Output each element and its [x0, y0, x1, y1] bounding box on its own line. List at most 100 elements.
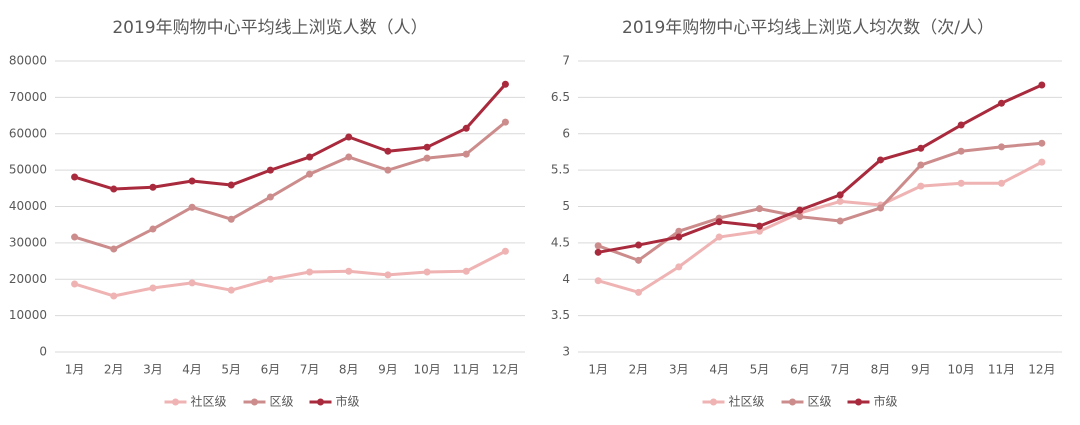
y-tick-label: 10000 [9, 308, 47, 322]
data-point [836, 191, 844, 199]
y-tick-label: 6 [562, 126, 570, 140]
data-point [227, 181, 235, 189]
series-line [74, 120, 507, 251]
data-point [715, 218, 723, 226]
data-point [110, 292, 118, 300]
x-tick-label: 6月 [261, 363, 281, 377]
data-point [836, 217, 844, 225]
data-point [188, 203, 196, 211]
x-tick-label: 2月 [629, 363, 649, 377]
data-point [836, 197, 844, 205]
data-point [71, 280, 79, 288]
legend-marker [172, 398, 179, 406]
y-tick-label: 3 [562, 345, 570, 359]
data-point [462, 124, 470, 132]
x-tick-label: 8月 [339, 363, 359, 377]
x-tick-label: 10月 [948, 363, 975, 377]
y-tick-label: 4 [562, 272, 570, 286]
x-tick-label: 10月 [413, 363, 440, 377]
data-point [188, 177, 196, 185]
legend-label: 区级 [808, 395, 832, 409]
chart-title: 2019年购物中心平均线上浏览人数（人） [112, 18, 427, 38]
legend-marker [855, 398, 862, 406]
data-point [266, 166, 274, 174]
data-point [345, 133, 353, 141]
data-point [998, 179, 1005, 187]
data-point [635, 256, 642, 264]
x-tick-label: 4月 [709, 363, 729, 377]
data-point [1038, 139, 1046, 147]
data-point [594, 248, 602, 256]
data-point [635, 241, 642, 249]
x-tick-label: 8月 [871, 363, 891, 377]
legend-label: 市级 [874, 394, 898, 409]
data-point [675, 233, 683, 241]
data-point [423, 143, 431, 151]
y-tick-label: 4.5 [551, 235, 570, 249]
y-tick-label: 20000 [9, 272, 47, 286]
data-point [149, 225, 157, 233]
x-tick-label: 7月 [300, 363, 320, 377]
data-point [423, 268, 431, 276]
data-point [345, 153, 353, 161]
y-tick-label: 7 [562, 54, 570, 68]
data-point [306, 153, 314, 161]
data-point [998, 143, 1005, 151]
data-point [796, 206, 804, 214]
x-tick-label: 5月 [221, 363, 241, 377]
data-point [594, 242, 602, 250]
data-point [149, 284, 157, 292]
x-tick-label: 11月 [988, 363, 1015, 377]
data-point [306, 268, 314, 276]
y-tick-label: 3.5 [551, 308, 570, 322]
data-point [345, 267, 353, 275]
y-tick-label: 30000 [9, 235, 47, 249]
x-tick-label: 12月 [1028, 363, 1055, 377]
data-point [266, 193, 274, 201]
series-line [597, 83, 1043, 254]
y-tick-label: 5.5 [551, 163, 570, 177]
y-tick-label: 70000 [9, 90, 47, 104]
data-point [675, 227, 683, 235]
x-tick-label: 1月 [65, 363, 85, 377]
data-point [877, 204, 884, 212]
data-point [917, 182, 925, 190]
data-point [715, 233, 723, 241]
x-tick-label: 12月 [492, 363, 519, 377]
data-point [756, 205, 763, 213]
x-tick-label: 9月 [378, 363, 398, 377]
data-point [71, 233, 79, 241]
x-tick-label: 5月 [750, 363, 770, 377]
data-point [501, 80, 509, 88]
series-line [74, 83, 507, 191]
data-point [796, 213, 804, 221]
data-point [227, 286, 235, 294]
y-tick-label: 0 [39, 345, 47, 359]
chart-title: 2019年购物中心平均线上浏览人均次数（次/人） [622, 18, 994, 38]
legend-label: 区级 [270, 395, 294, 409]
series-line [597, 160, 1043, 294]
data-point [1038, 81, 1046, 89]
data-point [306, 170, 314, 178]
data-point [71, 173, 79, 181]
x-tick-label: 3月 [143, 363, 163, 377]
data-point [149, 183, 157, 191]
data-point [188, 279, 196, 287]
series-line [597, 141, 1042, 262]
legend-marker [251, 398, 258, 406]
data-point [227, 215, 235, 223]
data-point [756, 227, 763, 235]
y-tick-label: 60000 [9, 126, 47, 140]
data-point [917, 144, 925, 152]
data-point [917, 161, 925, 169]
y-tick-label: 40000 [9, 199, 47, 213]
data-point [957, 147, 965, 155]
data-point [957, 121, 965, 129]
data-point [1038, 158, 1046, 166]
data-point [462, 150, 470, 158]
data-point [957, 179, 965, 187]
data-point [384, 147, 392, 155]
series-line [74, 249, 507, 298]
legend-label: 社区级 [191, 394, 227, 409]
